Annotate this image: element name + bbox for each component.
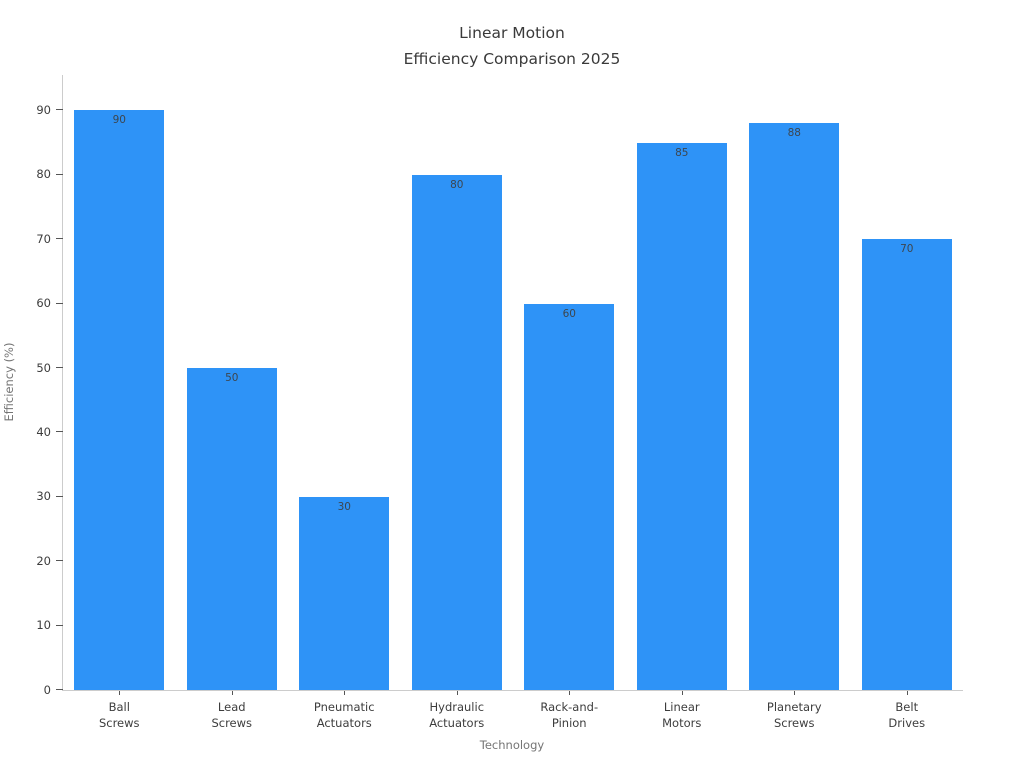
y-tick — [56, 173, 63, 175]
y-tick-label: 50 — [36, 360, 51, 375]
x-tick-label: Planetary Screws — [766, 700, 822, 730]
y-tick-label: 40 — [36, 424, 51, 439]
y-tick-label: 20 — [36, 553, 51, 568]
x-tick — [231, 691, 233, 695]
y-tick — [56, 302, 63, 304]
bar-value-label: 50 — [225, 372, 239, 385]
bar: 60 — [524, 303, 615, 690]
x-tick-label: Lead Screws — [211, 700, 253, 730]
y-tick — [56, 624, 63, 626]
y-tick-label: 60 — [36, 296, 51, 311]
x-tick-label: Belt Drives — [888, 700, 926, 730]
bar: 70 — [861, 239, 952, 690]
y-tick — [56, 431, 63, 433]
x-tick — [456, 691, 458, 695]
y-tick-label: 80 — [36, 167, 51, 182]
bar: 30 — [299, 496, 390, 690]
bar-value-label: 90 — [112, 114, 126, 127]
x-tick — [906, 691, 908, 695]
x-tick — [794, 691, 796, 695]
bar-slot: 88 Planetary Screws — [738, 75, 851, 730]
y-tick-label: 90 — [36, 102, 51, 117]
y-axis-label: Efficiency (%) — [2, 342, 16, 422]
bar-slot: 60 Rack-and- Pinion — [513, 75, 626, 730]
x-tick-label: Pneumatic Actuators — [313, 700, 375, 730]
bars-row: 90 Ball Screws 50 Lead Screws 30 Pneumatic Ac… — [63, 75, 964, 730]
y-tick-label: 0 — [43, 682, 51, 697]
bar-slot: 80 Hydraulic Actuators — [401, 75, 514, 730]
bar: 90 — [74, 110, 165, 690]
bar: 50 — [186, 368, 277, 690]
y-tick-label: 70 — [36, 231, 51, 246]
bar-slot: 30 Pneumatic Actuators — [288, 75, 401, 730]
bar-value-label: 30 — [337, 500, 351, 513]
x-tick-label: Linear Motors — [662, 700, 702, 730]
bar-value-label: 60 — [562, 307, 576, 320]
chart-title: Linear Motion Efficiency Comparison 2025 — [403, 24, 621, 68]
x-tick-label: Hydraulic Actuators — [429, 700, 485, 730]
bar: 80 — [411, 174, 502, 690]
x-tick — [119, 691, 121, 695]
bar-value-label: 88 — [787, 127, 801, 140]
x-tick-label: Rack-and- Pinion — [540, 700, 599, 730]
bar-slot: 50 Lead Screws — [176, 75, 289, 730]
bar-slot: 70 Belt Drives — [851, 75, 964, 730]
y-tick — [56, 495, 63, 497]
x-tick — [681, 691, 683, 695]
plot-area: 90 Ball Screws 50 Lead Screws 30 Pneumatic Ac… — [36, 75, 964, 730]
y-tick — [56, 367, 63, 369]
y-tick-label: 30 — [36, 489, 51, 504]
y-tick — [56, 560, 63, 562]
x-tick — [569, 691, 571, 695]
y-tick — [56, 109, 63, 111]
x-tick-label: Ball Screws — [98, 700, 140, 730]
y-tick — [56, 689, 63, 690]
bar-slot: 90 Ball Screws — [63, 75, 176, 730]
bar-value-label: 80 — [450, 178, 464, 191]
bar-value-label: 85 — [675, 146, 689, 159]
bar-slot: 85 Linear Motors — [626, 75, 739, 730]
bar: 85 — [636, 142, 727, 690]
y-tick-label: 10 — [36, 618, 51, 633]
bar: 88 — [749, 123, 840, 690]
bar-value-label: 70 — [900, 243, 914, 256]
x-axis-label: Technology — [479, 738, 545, 752]
x-tick — [344, 691, 346, 695]
y-tick — [56, 238, 63, 240]
